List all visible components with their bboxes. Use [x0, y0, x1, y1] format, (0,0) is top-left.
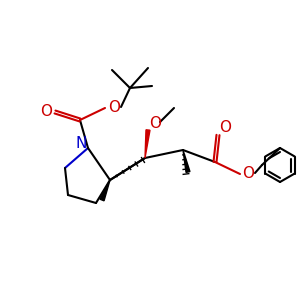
- Polygon shape: [145, 130, 150, 158]
- Text: O: O: [108, 100, 120, 115]
- Text: O: O: [40, 104, 52, 119]
- Polygon shape: [183, 150, 190, 172]
- Text: O: O: [242, 166, 254, 181]
- Text: O: O: [149, 116, 161, 130]
- Polygon shape: [100, 180, 110, 201]
- Text: N: N: [75, 136, 87, 151]
- Text: O: O: [219, 121, 231, 136]
